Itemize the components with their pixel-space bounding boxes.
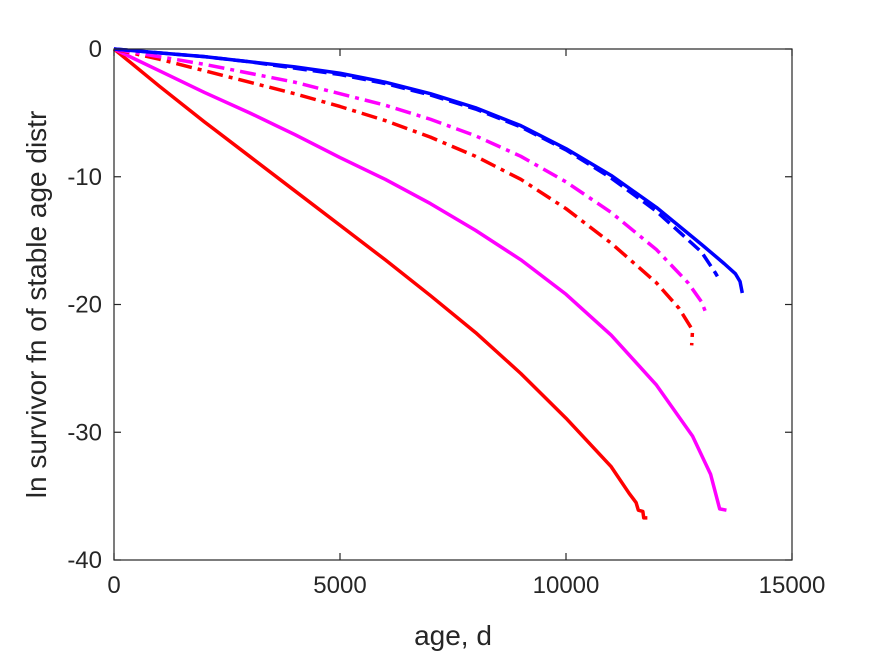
x-tick-label: 15000 xyxy=(759,572,826,599)
series-line-4 xyxy=(113,47,708,315)
series-line-1 xyxy=(112,47,648,520)
y-axis-label: ln survivor fn of stable age distr xyxy=(21,111,52,499)
y-tick-label: -20 xyxy=(67,292,102,319)
y-tick-label: -10 xyxy=(67,164,102,191)
y-tick-label: -40 xyxy=(67,547,102,574)
series-layer xyxy=(112,47,744,520)
y-tick-label: 0 xyxy=(89,36,102,63)
tick-layer: 0 5000 10000 15000 -40 -30 -20 -10 0 xyxy=(67,36,825,599)
x-tick-label: 10000 xyxy=(533,572,600,599)
x-tick-label: 5000 xyxy=(313,572,366,599)
series-line-2 xyxy=(113,47,727,512)
y-tick-label: -30 xyxy=(67,419,102,446)
x-tick-label: 0 xyxy=(107,572,120,599)
series-line-6 xyxy=(113,47,744,294)
series-line-3 xyxy=(113,47,695,346)
plot-background xyxy=(114,49,792,560)
x-axis-label: age, d xyxy=(414,620,492,651)
